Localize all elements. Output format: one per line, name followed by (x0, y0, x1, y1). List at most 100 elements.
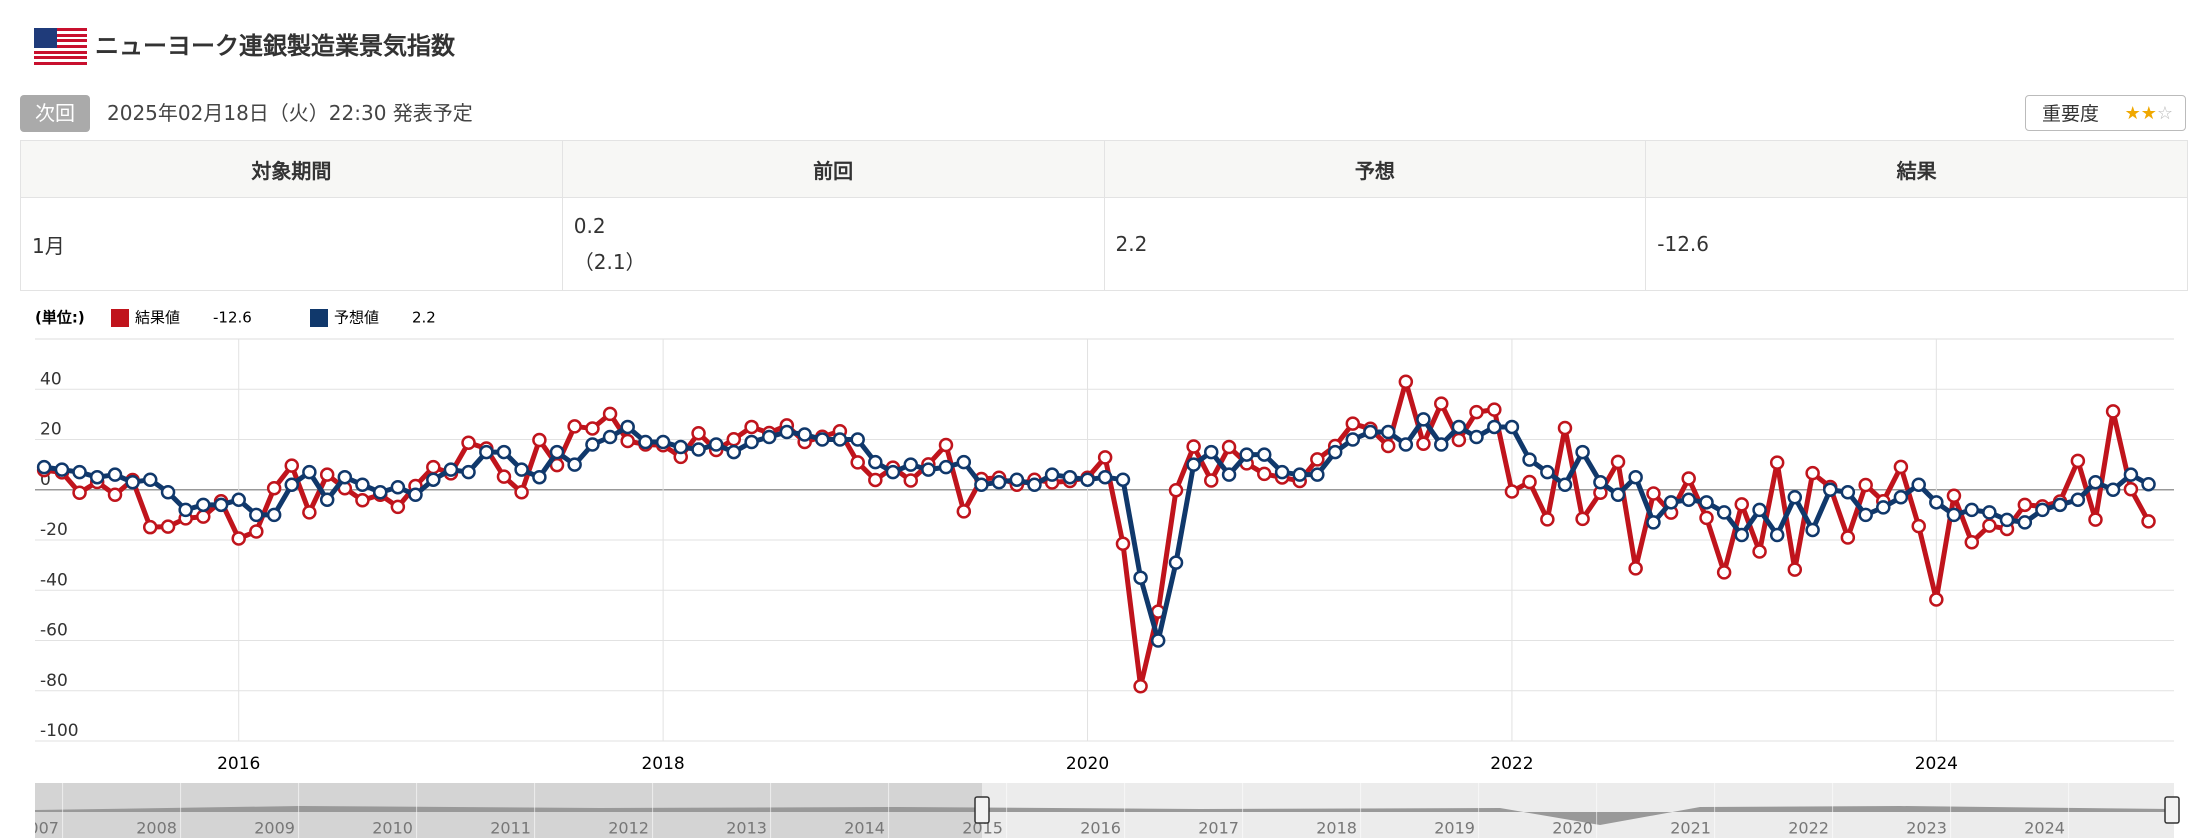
data-point (1575, 511, 1590, 527)
data-point (266, 507, 282, 523)
data-point (691, 442, 706, 457)
data-point (337, 469, 353, 485)
data-point (2017, 497, 2033, 513)
data-point (514, 462, 529, 477)
data-point (160, 519, 176, 534)
y-tick-label: 40 (40, 369, 62, 389)
data-point (1769, 527, 1785, 543)
data-point (1115, 536, 1131, 552)
data-point (2105, 404, 2121, 419)
navigator-label: 2020 (1552, 819, 1593, 838)
data-point (355, 493, 370, 508)
data-point (1540, 464, 1555, 480)
data-point (1911, 518, 1926, 534)
data-point (1752, 544, 1767, 559)
data-point (1292, 467, 1307, 482)
data-point (107, 467, 123, 482)
data-point (1310, 467, 1325, 482)
data-point (178, 502, 193, 518)
data-point (54, 462, 70, 477)
data-point (1380, 438, 1396, 454)
data-point (549, 444, 565, 460)
navigator-label: 2022 (1788, 819, 1829, 838)
data-point (284, 458, 300, 473)
data-point (1203, 444, 1219, 460)
data-point (390, 479, 406, 495)
data-point (850, 432, 865, 447)
navigator-label: 2015 (962, 819, 1003, 838)
data-point (1451, 419, 1467, 435)
data-point (1540, 512, 1555, 527)
data-point (160, 485, 176, 500)
data-point (1557, 477, 1573, 492)
data-point (231, 492, 246, 508)
previous-value: 0.2 (573, 213, 606, 238)
navigator-area (35, 806, 2174, 825)
data-point (107, 487, 123, 503)
data-point (266, 480, 282, 496)
data-point (815, 432, 830, 447)
data-point (1451, 432, 1467, 448)
data-point (1663, 495, 1679, 510)
series-line (43, 416, 2150, 643)
data-point (1840, 485, 1856, 500)
x-tick-label: 2020 (1066, 754, 1109, 774)
data-point (496, 444, 512, 460)
data-point (249, 524, 264, 539)
data-point (1398, 437, 1414, 452)
legend-swatch (310, 309, 328, 327)
legend-swatch (111, 309, 129, 327)
data-point (1805, 522, 1820, 538)
previous-revised: （2.1） (573, 249, 646, 274)
x-tick-label: 2018 (641, 754, 684, 774)
data-point (1504, 419, 1520, 435)
data-point (691, 425, 706, 441)
navigator-label: 2012 (608, 819, 649, 838)
data-point (1699, 510, 1714, 526)
data-point (142, 472, 158, 487)
data-point (355, 477, 370, 492)
data-point (443, 462, 459, 477)
data-point (567, 457, 582, 472)
data-point (2017, 515, 2033, 530)
data-point (2070, 492, 2086, 508)
data-point (1221, 467, 1237, 482)
data-point (1964, 502, 1980, 518)
navigator-label: 2023 (1906, 819, 1947, 838)
data-point (1946, 507, 1962, 523)
data-point (1504, 484, 1520, 499)
data-point (284, 477, 300, 492)
data-point (850, 455, 865, 470)
importance-label: 重要度 (2042, 103, 2100, 125)
navigator-label: 2018 (1316, 819, 1357, 838)
data-point (1752, 502, 1767, 518)
data-point (2123, 467, 2139, 482)
navigator-handle[interactable] (2164, 796, 2180, 824)
navigator-label: 2009 (254, 819, 295, 838)
importance-stars: ★★☆ (2124, 103, 2173, 124)
data-point (390, 499, 406, 515)
data-point (1610, 487, 1626, 503)
navigator-label: 2021 (1670, 819, 1711, 838)
navigator-label: 2010 (372, 819, 413, 838)
data-point (1964, 535, 1980, 550)
data-point (1716, 505, 1732, 520)
data-point (1186, 457, 1201, 472)
data-point (1257, 466, 1272, 482)
navigator-handle[interactable] (974, 796, 990, 824)
y-tick-label: -80 (40, 671, 68, 691)
data-point (1787, 562, 1803, 577)
data-point (620, 433, 635, 449)
data-point (585, 421, 600, 436)
data-point (373, 485, 388, 500)
data-point (461, 464, 476, 480)
data-point (1186, 439, 1201, 454)
data-point (638, 434, 653, 450)
data-point (1150, 633, 1166, 648)
data-point (2141, 514, 2156, 529)
data-point (1681, 492, 1696, 508)
data-point (1646, 486, 1661, 501)
result-table: 対象期間 前回 予想 結果 1月 0.2 （2.1） 2.2 -12.6 (20, 140, 2188, 291)
unit-label: (単位:) (35, 309, 85, 327)
